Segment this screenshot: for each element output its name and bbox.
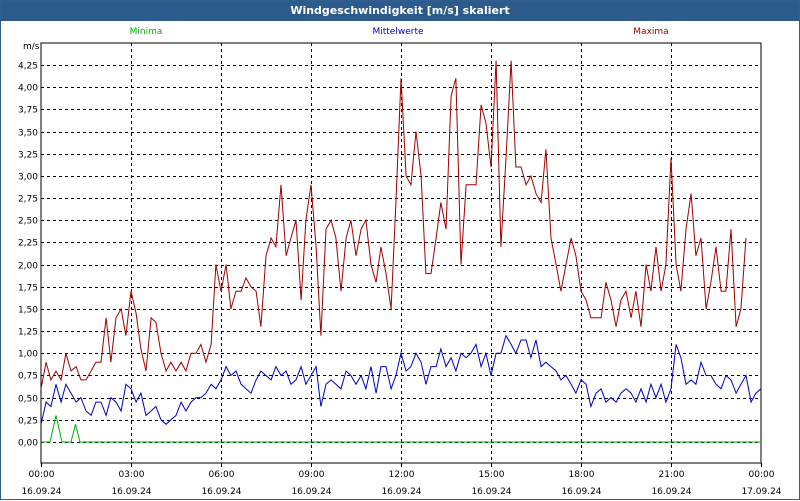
series-line-maxima bbox=[40, 60, 747, 389]
series-line-mittelwerte bbox=[40, 334, 762, 425]
x-tick-time: 00:00 bbox=[749, 470, 775, 480]
x-tick-time: 12:00 bbox=[389, 470, 415, 480]
y-tick-label: 2,50 bbox=[18, 217, 38, 227]
y-axis-label: m/s bbox=[23, 42, 40, 52]
x-tick-date: 16.09.24 bbox=[21, 487, 61, 497]
x-tick-time: 15:00 bbox=[479, 470, 505, 480]
legend-minima: Minima bbox=[130, 27, 163, 37]
x-tick-date: 16.09.24 bbox=[471, 487, 511, 497]
y-axis-ticks: 0,00 0,25 0,50 0,75 1,00 1,25 1,50 1,75 2,00 2,25… bbox=[18, 62, 38, 449]
y-tick-label: 3,50 bbox=[18, 129, 38, 139]
x-tick-date: 16.09.24 bbox=[291, 487, 331, 497]
x-tick-date: 17.09.24 bbox=[741, 487, 781, 497]
series-lines bbox=[40, 60, 762, 443]
legend-maxima: Maxima bbox=[633, 27, 668, 37]
y-tick-label: 1,00 bbox=[18, 350, 38, 360]
legend: Minima Mittelwerte Maxima bbox=[130, 27, 669, 37]
x-tick-date: 16.09.24 bbox=[651, 487, 691, 497]
x-tick-time: 00:00 bbox=[29, 470, 55, 480]
y-tick-label: 3,25 bbox=[18, 151, 38, 161]
y-tick-label: 0,00 bbox=[18, 439, 38, 449]
x-tick-time: 06:00 bbox=[209, 470, 235, 480]
y-tick-label: 0,25 bbox=[18, 417, 38, 427]
y-tick-label: 2,25 bbox=[18, 239, 38, 249]
y-tick-label: 0,75 bbox=[18, 372, 38, 382]
legend-mittelwerte: Mittelwerte bbox=[372, 27, 423, 37]
x-tick-time: 03:00 bbox=[119, 470, 145, 480]
grid-lines bbox=[40, 42, 762, 467]
y-tick-label: 4,25 bbox=[18, 62, 38, 72]
y-tick-label: 4,00 bbox=[18, 84, 38, 94]
y-tick-label: 3,75 bbox=[18, 106, 38, 116]
y-tick-label: 0,50 bbox=[18, 395, 38, 405]
x-tick-time: 09:00 bbox=[299, 470, 325, 480]
series-line-minima bbox=[41, 415, 761, 443]
window-title: Windgeschwindigkeit [m/s] skaliert bbox=[1, 1, 799, 21]
y-tick-label: 1,25 bbox=[18, 328, 38, 338]
y-tick-label: 3,00 bbox=[18, 173, 38, 183]
y-tick-label: 2,75 bbox=[18, 195, 38, 205]
x-tick-time: 21:00 bbox=[659, 470, 685, 480]
x-tick-date: 16.09.24 bbox=[111, 487, 151, 497]
y-tick-label: 1,50 bbox=[18, 306, 38, 316]
y-tick-label: 1,75 bbox=[18, 284, 38, 294]
x-tick-time: 18:00 bbox=[569, 470, 595, 480]
y-tick-label: 2,00 bbox=[18, 262, 38, 272]
x-tick-date: 16.09.24 bbox=[561, 487, 601, 497]
x-tick-date: 16.09.24 bbox=[381, 487, 421, 497]
x-tick-date: 16.09.24 bbox=[201, 487, 241, 497]
x-axis-ticks: 00:00 16.09.24 03:00 16.09.24 06:00 16.09.24 0… bbox=[21, 470, 781, 497]
